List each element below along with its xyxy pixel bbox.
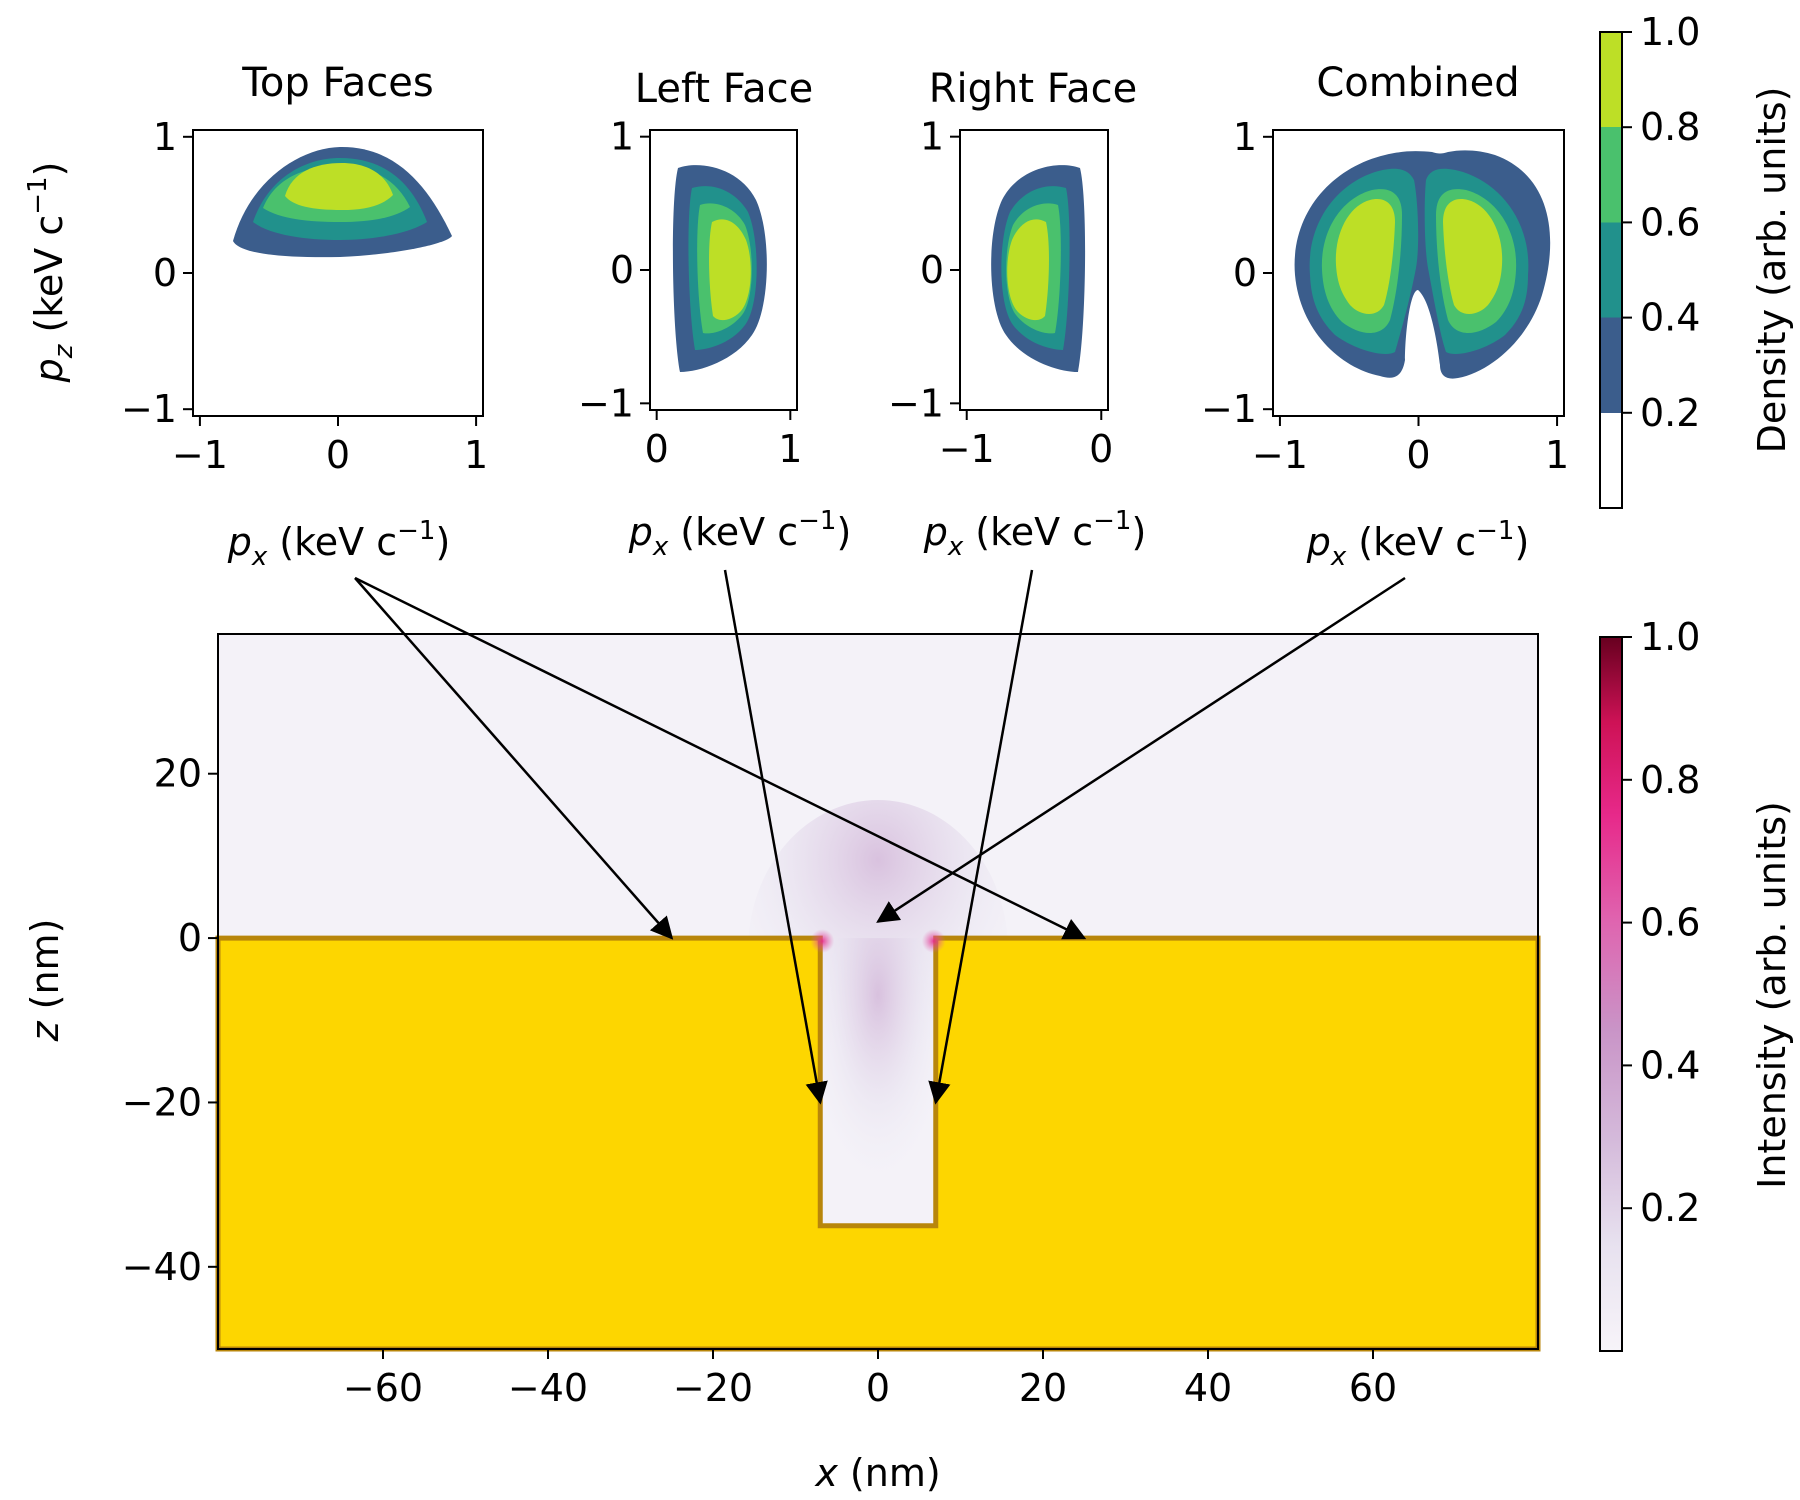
x-tick-label: 60 xyxy=(1349,1366,1397,1410)
y-tick-label: −1 xyxy=(888,381,944,425)
y-tick-label: −1 xyxy=(1201,387,1257,431)
y-tick-label: 0 xyxy=(178,916,202,960)
intensity-colorbar-ticks: 1.0 0.8 0.6 0.4 0.2 xyxy=(1622,615,1700,1230)
intensity-colorbar-bar xyxy=(1599,636,1623,1352)
density-colorbar-ticks: 1.0 0.8 0.6 0.4 0.2 xyxy=(1622,10,1700,435)
x-tick-label: 1 xyxy=(464,433,488,477)
combined-title: Combined xyxy=(1316,60,1519,106)
x-tick-label: −20 xyxy=(673,1366,753,1410)
y-tick-label: 1 xyxy=(153,115,177,159)
x-tick-label: 0 xyxy=(1406,433,1430,477)
top-faces-panel: −1 0 1 1 0 −1 Top Faces px (keV c−1) pz (keV … xyxy=(23,60,488,572)
y-tick-label: 0 xyxy=(920,248,944,292)
right-face-contour-0-8 xyxy=(1007,219,1049,321)
x-tick-label: 20 xyxy=(1019,1366,1067,1410)
hot-spot-left-corner xyxy=(810,929,835,954)
y-tick-label: −40 xyxy=(122,1245,202,1289)
hot-spot-right-corner xyxy=(921,929,946,954)
x-tick-label: 0 xyxy=(866,1366,890,1410)
combined-density-contours xyxy=(1294,150,1551,379)
right-face-ticks: −1 0 1 0 −1 xyxy=(888,115,1113,471)
density-colorbar-bar xyxy=(1599,31,1623,509)
y-tick-label: 0 xyxy=(610,248,634,292)
x-tick-label: −1 xyxy=(939,427,995,471)
colorbar-tick-label: 0.2 xyxy=(1640,1186,1700,1230)
combined-contour-combined-right-0-8 xyxy=(1443,199,1503,315)
y-tick-label: −1 xyxy=(578,381,634,425)
left-face-xlabel: px (keV c−1) xyxy=(628,506,852,562)
x-tick-label: 1 xyxy=(778,427,802,471)
y-tick-label: 1 xyxy=(920,115,944,159)
combined-panel: −1 0 1 1 0 −1 Combined px (keV c−1) xyxy=(1201,60,1569,572)
y-tick-label: 0 xyxy=(153,251,177,295)
x-tick-label: −40 xyxy=(508,1366,588,1410)
main-ticks: −60 −40 −20 0 20 40 60 20 0 −20 −40 xyxy=(122,752,1397,1410)
arrow-left-face-2 xyxy=(723,569,828,1105)
right-face-density-contours xyxy=(991,165,1086,372)
colorbar-tick-label: 0.6 xyxy=(1640,200,1700,244)
density-colorbar: 1.0 0.8 0.6 0.4 0.2 Density (arb. units) xyxy=(1599,10,1794,509)
arrow-top-faces-1 xyxy=(354,576,1087,940)
combined-contour-combined-left-0-8 xyxy=(1335,199,1395,315)
colorbar-tick-label: 1.0 xyxy=(1640,615,1700,659)
left-face-contour-0-8 xyxy=(709,219,751,321)
y-tick-label: 1 xyxy=(610,115,634,159)
combined-ticks: −1 0 1 1 0 −1 xyxy=(1201,115,1569,477)
colorbar-tick-label: 0.8 xyxy=(1640,105,1700,149)
left-face-title: Left Face xyxy=(635,66,813,112)
intensity-colorbar: 1.0 0.8 0.6 0.4 0.2 Intensity (arb. units) xyxy=(1599,615,1794,1352)
right-face-panel: −1 0 1 0 −1 Right Face px (keV c−1) xyxy=(888,66,1146,562)
x-tick-label: −60 xyxy=(343,1366,423,1410)
y-tick-label: −20 xyxy=(122,1080,202,1124)
density-colorbar-label: Density (arb. units) xyxy=(1750,87,1794,454)
colorbar-tick-label: 0.4 xyxy=(1640,1043,1700,1087)
colorbar-tick-label: 0.2 xyxy=(1640,391,1700,435)
left-face-density-contours xyxy=(672,165,767,372)
left-face-panel: 0 110−1 Left Face px (keV c−1) xyxy=(578,66,851,562)
right-face-title: Right Face xyxy=(929,66,1138,112)
combined-xlabel: px (keV c−1) xyxy=(1306,516,1530,572)
x-tick-label: 1 xyxy=(1545,433,1569,477)
y-tick-label: 0 xyxy=(1233,251,1257,295)
groove-cavity-field xyxy=(822,938,934,1224)
y-tick-label: 20 xyxy=(154,752,202,796)
x-tick-label: 0 xyxy=(645,427,669,471)
colorbar-tick-label: 0.8 xyxy=(1640,758,1700,802)
annotation-arrows xyxy=(354,569,1406,1105)
x-tick-label: −1 xyxy=(172,433,228,477)
x-tick-label: −1 xyxy=(1252,433,1308,477)
x-tick-label: 0 xyxy=(326,433,350,477)
arrow-combined-4 xyxy=(876,576,1406,923)
colorbar-tick-label: 0.6 xyxy=(1640,901,1700,945)
main-xlabel: x (nm) xyxy=(814,1451,940,1495)
x-tick-label: 0 xyxy=(1089,427,1113,471)
right-face-xlabel: px (keV c−1) xyxy=(923,506,1147,562)
main-ylabel: z (nm) xyxy=(23,919,67,1043)
intensity-heatmap-panel: −60 −40 −20 0 20 40 60 20 0 −20 −40 x (nm) z (nm) xyxy=(23,633,1541,1495)
colorbar-tick-label: 1.0 xyxy=(1640,10,1700,54)
x-tick-label: 40 xyxy=(1184,1366,1232,1410)
top-faces-xlabel: px (keV c−1) xyxy=(227,516,451,572)
top-faces-ticks: −1 0 1 1 0 −1 xyxy=(121,115,488,477)
top-faces-ylabel: pz (keV c−1) xyxy=(23,162,79,384)
top-faces-title: Top Faces xyxy=(241,60,434,106)
intensity-colorbar-label: Intensity (arb. units) xyxy=(1750,801,1794,1189)
arrow-right-face-3 xyxy=(928,569,1034,1105)
left-face-ticks: 0 110−1 xyxy=(578,115,802,471)
colorbar-tick-label: 0.4 xyxy=(1640,296,1700,340)
arrow-top-faces-0 xyxy=(354,577,674,940)
top-faces-contour-0-8 xyxy=(285,163,393,210)
y-tick-label: −1 xyxy=(121,387,177,431)
top-faces-density-contours xyxy=(233,146,452,258)
y-tick-label: 1 xyxy=(1233,115,1257,159)
